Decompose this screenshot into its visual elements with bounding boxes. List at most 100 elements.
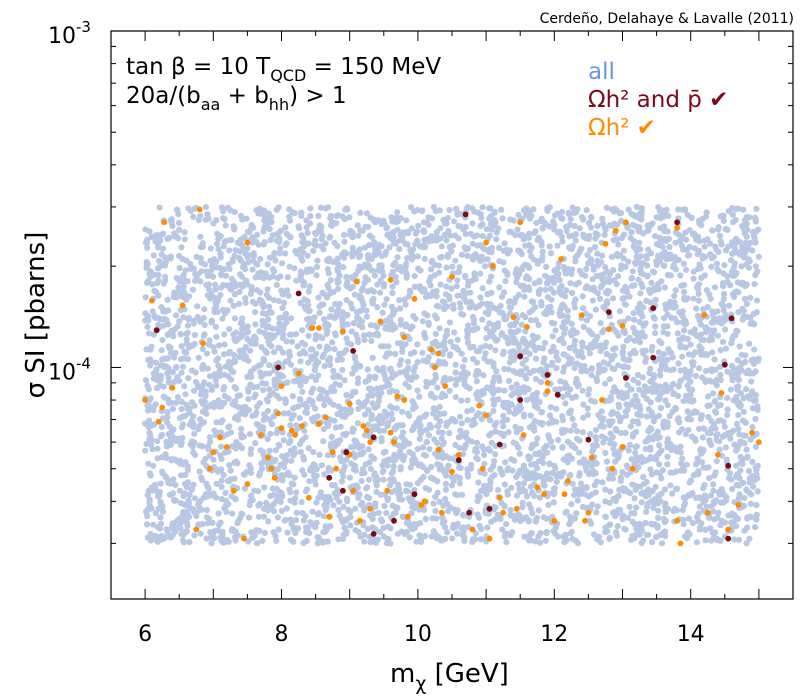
- point-all: [715, 248, 722, 256]
- point-all: [529, 510, 536, 517]
- point-all: [449, 535, 456, 542]
- point-all: [572, 537, 579, 544]
- point-all: [255, 513, 262, 520]
- point-all: [501, 533, 508, 540]
- point-all: [537, 473, 544, 480]
- point-all: [154, 279, 161, 287]
- point-all: [519, 338, 526, 345]
- point-all: [423, 293, 430, 301]
- point-all: [319, 539, 326, 546]
- point-all: [176, 252, 183, 260]
- point-all: [709, 227, 716, 234]
- point-all: [359, 227, 366, 235]
- point-all: [293, 525, 300, 532]
- point-all: [178, 369, 185, 376]
- point-all: [596, 295, 604, 302]
- point-all: [394, 209, 401, 216]
- point-all: [192, 369, 199, 376]
- point-all: [256, 273, 263, 280]
- point-all: [378, 384, 385, 391]
- point-all: [222, 222, 229, 229]
- point-all: [347, 513, 354, 521]
- point-all: [377, 289, 384, 296]
- point-all: [530, 367, 538, 374]
- point-all: [553, 353, 560, 360]
- point-all: [726, 475, 733, 482]
- point-all: [150, 521, 157, 528]
- point-all: [550, 289, 558, 296]
- point-all: [156, 525, 164, 532]
- point-all: [349, 305, 356, 312]
- point-all: [446, 387, 453, 394]
- point-all: [500, 399, 507, 406]
- point-all: [254, 403, 261, 410]
- point-all: [508, 304, 515, 311]
- point-all: [605, 361, 612, 368]
- point-all: [617, 474, 625, 481]
- point-all: [498, 468, 505, 475]
- point-all: [625, 336, 632, 343]
- point-all: [171, 289, 178, 296]
- point-all: [613, 532, 621, 539]
- point-all: [624, 382, 631, 389]
- point-all: [450, 416, 457, 423]
- point-all: [245, 514, 253, 521]
- point-all: [441, 231, 448, 239]
- point-all: [538, 409, 545, 416]
- point-all: [484, 291, 491, 298]
- point-all: [252, 440, 259, 447]
- point-all: [211, 294, 219, 302]
- point-all: [152, 533, 159, 540]
- point-all: [160, 260, 167, 267]
- point-all: [728, 340, 735, 347]
- point-all: [339, 309, 346, 316]
- point-all: [466, 304, 473, 311]
- point-all: [674, 330, 681, 337]
- point-all: [687, 341, 694, 348]
- point-all: [482, 350, 489, 357]
- point-all: [589, 501, 596, 508]
- point-all: [220, 351, 228, 358]
- point-all: [273, 537, 280, 544]
- point-all: [563, 228, 570, 235]
- point-all: [580, 231, 587, 238]
- point-all: [145, 277, 152, 284]
- point-all: [189, 399, 196, 406]
- point-all: [521, 533, 528, 540]
- point-all: [380, 283, 387, 290]
- point-all: [168, 524, 175, 531]
- point-all: [190, 213, 197, 220]
- point-all: [145, 356, 152, 363]
- point-all: [324, 204, 332, 211]
- point-all: [731, 536, 738, 543]
- point-all: [215, 235, 222, 242]
- point-all: [476, 494, 483, 501]
- point-all: [609, 389, 616, 396]
- point-all: [619, 348, 627, 355]
- point-all: [359, 298, 366, 306]
- point-all: [302, 350, 309, 357]
- point-all: [633, 443, 640, 450]
- point-all: [402, 380, 409, 387]
- point-all: [588, 213, 595, 221]
- point-all: [632, 392, 639, 399]
- point-all: [455, 268, 462, 276]
- point-all: [580, 323, 587, 331]
- point-all: [740, 395, 747, 402]
- point-all: [369, 234, 376, 241]
- point-all: [289, 209, 296, 216]
- point-all: [424, 312, 431, 319]
- point-all: [583, 317, 591, 324]
- point-all: [504, 491, 511, 498]
- point-all: [513, 266, 520, 273]
- point-all: [648, 279, 655, 287]
- point-all: [686, 515, 693, 522]
- point-all: [712, 397, 719, 404]
- point-all: [728, 371, 735, 379]
- point-all: [154, 236, 161, 243]
- point-all: [435, 262, 443, 269]
- point-all: [334, 285, 342, 292]
- point-all: [551, 320, 558, 327]
- point-all: [547, 250, 555, 257]
- point-all: [549, 444, 556, 451]
